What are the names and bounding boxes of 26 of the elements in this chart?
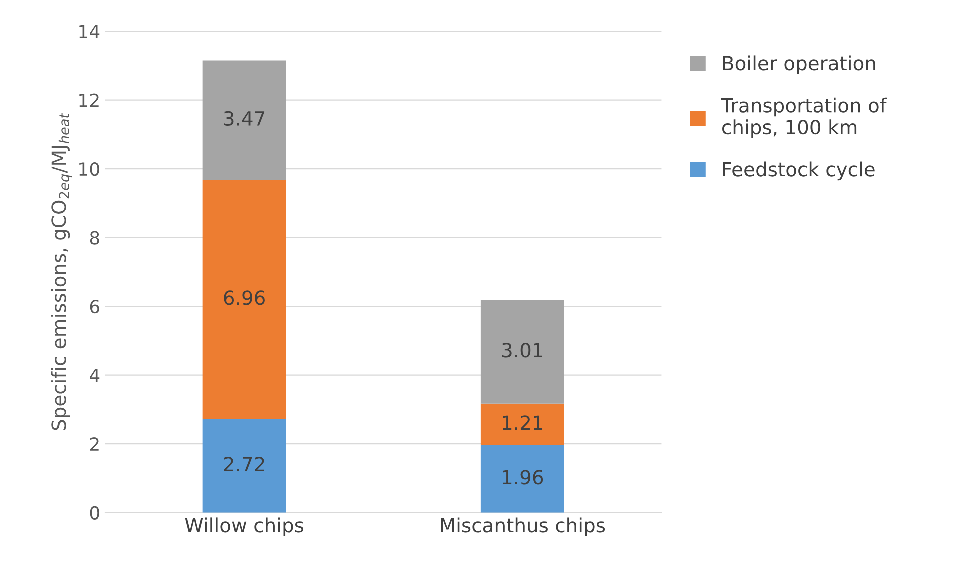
data-label: 2.72: [224, 457, 264, 472]
y-tick-label: 10: [80, 162, 100, 176]
bar: [480, 404, 564, 446]
legend-label: Boiler operation: [723, 56, 876, 75]
bar: [202, 60, 286, 180]
y-tick-label: 6: [90, 300, 100, 314]
bar: [480, 445, 564, 513]
x-tick-label: Miscanthus chips: [441, 518, 606, 537]
y-tick-label: 4: [90, 369, 100, 382]
legend-label: Feedstock cycle: [723, 162, 875, 181]
data-label: 1.96: [503, 470, 544, 485]
y-tick-label: 14: [80, 25, 100, 38]
data-label: 6.96: [224, 290, 265, 306]
bar: [202, 180, 286, 420]
legend-label: Transportation of chips, 100 km: [721, 98, 888, 138]
y-tick-label: 0: [90, 506, 100, 520]
y-tick-label: 8: [90, 231, 100, 245]
bar: [480, 300, 564, 404]
y-tick-label: 2: [90, 438, 99, 451]
x-tick-label: Willow chips: [185, 518, 304, 537]
y-tick-label: 12: [80, 94, 99, 108]
bar: [202, 419, 286, 513]
data-label: 1.21: [503, 416, 543, 430]
data-label: 3.47: [224, 111, 265, 126]
data-label: 3.01: [502, 343, 543, 358]
y-axis-title: Specific emissions, gCO$_{2eq}$/MJ$_{heat}$: [51, 113, 72, 430]
